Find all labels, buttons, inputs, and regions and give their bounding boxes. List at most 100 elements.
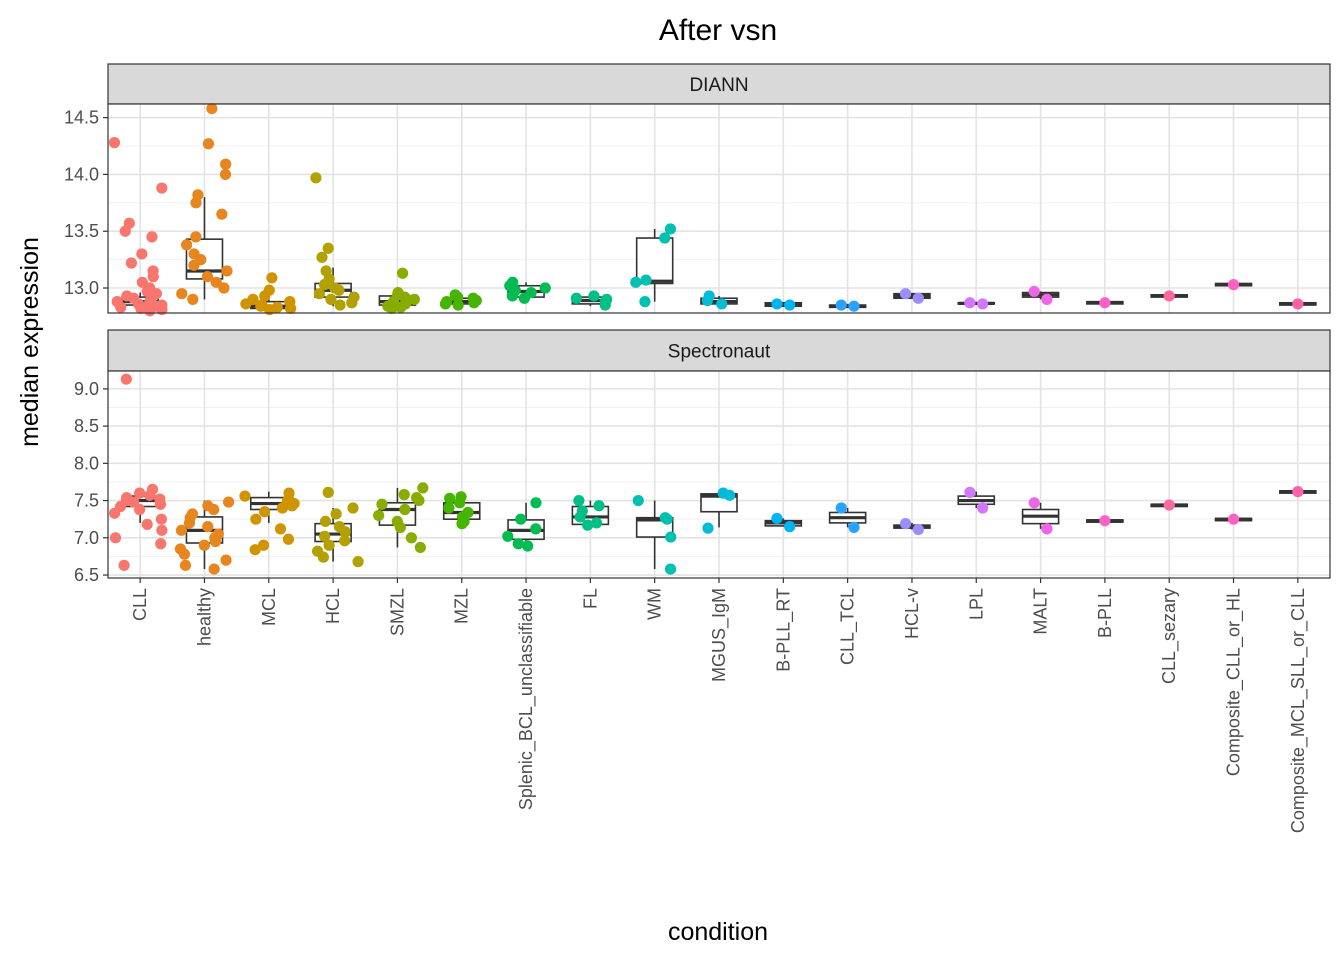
data-point <box>178 548 191 560</box>
x-tick-label: MALT <box>1031 588 1051 635</box>
facet-strip-label: Spectronaut <box>668 342 771 363</box>
data-point <box>1099 515 1111 527</box>
data-point <box>835 502 847 514</box>
data-point <box>216 208 228 220</box>
data-point <box>716 298 728 310</box>
data-point <box>240 298 252 310</box>
points-HCL <box>310 172 360 311</box>
data-point <box>1163 499 1175 511</box>
data-point <box>276 502 289 514</box>
data-point <box>522 540 534 552</box>
points-Composite_MCL_SLL_or_CLL <box>1292 298 1304 310</box>
points-Composite_CLL_or_HL <box>1227 279 1240 291</box>
panels-layer: DIANN 13.0 13.5 14.0 14.5 Spectronaut 6.5 7.0 7.… <box>64 63 1331 585</box>
data-point <box>202 138 215 150</box>
data-point <box>590 517 603 529</box>
data-point <box>339 535 351 547</box>
data-point <box>310 172 322 184</box>
data-point <box>108 137 121 149</box>
data-point <box>702 522 714 534</box>
data-point <box>339 526 351 538</box>
data-point <box>155 538 167 550</box>
data-point <box>250 513 262 525</box>
data-point <box>146 231 158 243</box>
x-tick-label: healthy <box>194 588 214 646</box>
points-MZL <box>443 491 474 530</box>
data-point <box>319 515 332 528</box>
box-LPL <box>957 301 996 305</box>
data-point <box>964 486 976 498</box>
y-tick-label: 14.0 <box>64 164 99 184</box>
data-point <box>180 239 193 251</box>
data-point <box>220 158 232 170</box>
y-tick-label: 6.5 <box>74 565 99 585</box>
points-MALT <box>1028 285 1053 305</box>
data-point <box>632 494 644 507</box>
points-HCL <box>311 486 364 568</box>
data-point <box>443 502 455 514</box>
points-CLL_TCL <box>835 299 860 312</box>
data-point <box>1028 497 1040 509</box>
box-LPL <box>957 491 996 509</box>
points-B-PLL_RT <box>771 512 796 533</box>
x-tick-label: Composite_MCL_SLL_or_CLL <box>1288 588 1309 833</box>
data-point <box>977 298 989 310</box>
data-point <box>322 242 334 254</box>
data-point <box>701 294 714 307</box>
data-point <box>156 182 168 194</box>
points-healthy <box>176 102 233 305</box>
data-point <box>346 297 358 309</box>
data-point <box>175 524 188 536</box>
data-point <box>257 539 270 551</box>
data-point <box>286 500 298 512</box>
data-point <box>848 300 860 312</box>
data-point <box>319 530 331 542</box>
box-WM <box>635 228 674 302</box>
data-point <box>724 489 736 501</box>
data-point <box>451 291 464 303</box>
data-point <box>784 521 796 533</box>
data-point <box>108 507 121 519</box>
data-point <box>664 563 677 575</box>
data-point <box>144 489 156 501</box>
points-FL <box>570 290 613 311</box>
points-MCL <box>239 487 300 556</box>
points-Splenic_BCL_unclassifiable <box>502 497 542 552</box>
data-point <box>506 290 518 302</box>
data-point <box>784 299 796 311</box>
data-point <box>630 276 642 288</box>
data-point <box>899 518 912 530</box>
x-tick-label: FL <box>580 588 600 609</box>
data-point <box>206 102 218 115</box>
data-point <box>397 267 409 279</box>
data-point <box>274 523 287 535</box>
data-point <box>405 532 417 544</box>
y-tick-label: 9.0 <box>74 379 99 399</box>
points-Splenic_BCL_unclassifiable <box>504 276 551 304</box>
data-point <box>176 288 188 300</box>
data-point <box>134 503 146 516</box>
data-point <box>395 301 407 313</box>
points-Composite_MCL_SLL_or_CLL <box>1292 486 1304 498</box>
data-point <box>201 271 214 283</box>
data-point <box>515 513 527 525</box>
y-tick-label: 13.0 <box>64 278 99 298</box>
data-point <box>456 518 468 530</box>
y-tick-label: 13.5 <box>64 221 99 241</box>
data-point <box>1041 293 1053 305</box>
data-point <box>330 508 342 520</box>
data-point <box>239 490 251 502</box>
data-point <box>408 293 420 305</box>
data-point <box>417 482 429 494</box>
y-tick-label: 14.5 <box>64 108 99 128</box>
box-B-PLL_RT <box>764 518 803 527</box>
panel-diann: DIANN 13.0 13.5 14.0 14.5 <box>64 63 1331 317</box>
points-MZL <box>439 289 482 311</box>
data-point <box>317 551 330 563</box>
data-point <box>530 523 542 535</box>
x-tick-label: LPL <box>966 588 986 620</box>
data-point <box>347 502 359 514</box>
data-point <box>259 506 271 518</box>
data-point <box>413 494 425 507</box>
points-MGUS_IgM <box>702 487 736 534</box>
